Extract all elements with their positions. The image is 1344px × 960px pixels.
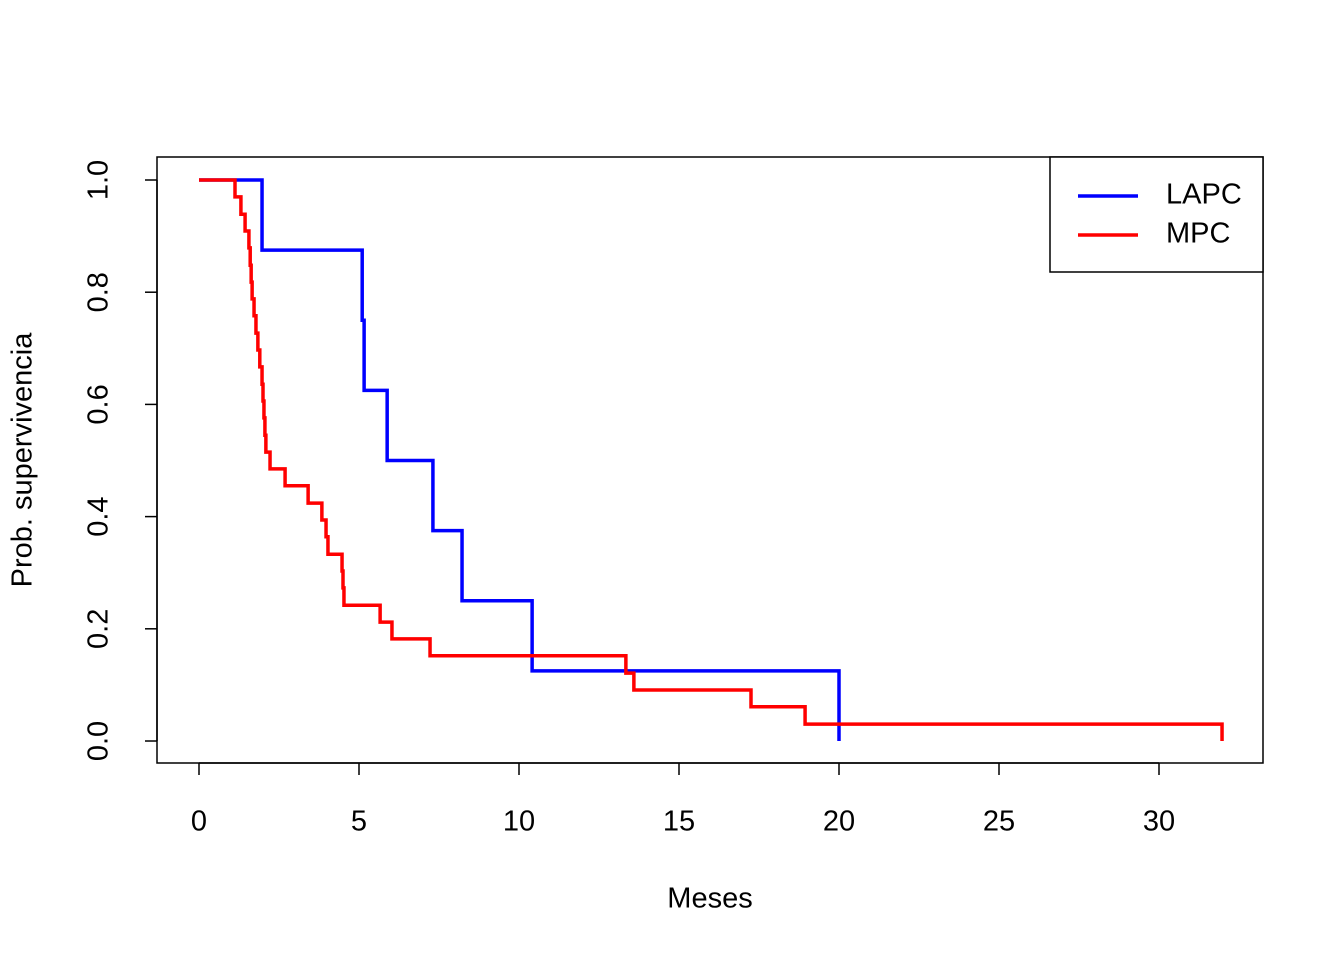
y-tick-label: 0.8 (83, 272, 115, 312)
y-tick-label: 1.0 (83, 160, 115, 200)
survival-line (199, 178, 841, 742)
y-axis-label: Prob. supervivencia (7, 332, 39, 588)
y-tick-label: 0.0 (83, 721, 115, 761)
x-tick-label: 10 (503, 806, 535, 838)
x-tick-label: 25 (983, 806, 1015, 838)
y-tick-label: 0.2 (83, 609, 115, 649)
y-tick-label: 0.4 (83, 496, 115, 536)
legend-label: MPC (1166, 218, 1230, 250)
x-tick-label: 5 (351, 806, 367, 838)
x-tick-label: 30 (1143, 806, 1175, 838)
x-tick-label: 15 (663, 806, 695, 838)
x-axis-label: Meses (667, 883, 752, 915)
legend-label: LAPC (1166, 179, 1242, 211)
survival-line (199, 178, 1224, 742)
legend-box (1049, 156, 1264, 273)
x-tick-label: 20 (823, 806, 855, 838)
y-tick-label: 0.6 (83, 384, 115, 424)
x-tick-label: 0 (191, 806, 207, 838)
